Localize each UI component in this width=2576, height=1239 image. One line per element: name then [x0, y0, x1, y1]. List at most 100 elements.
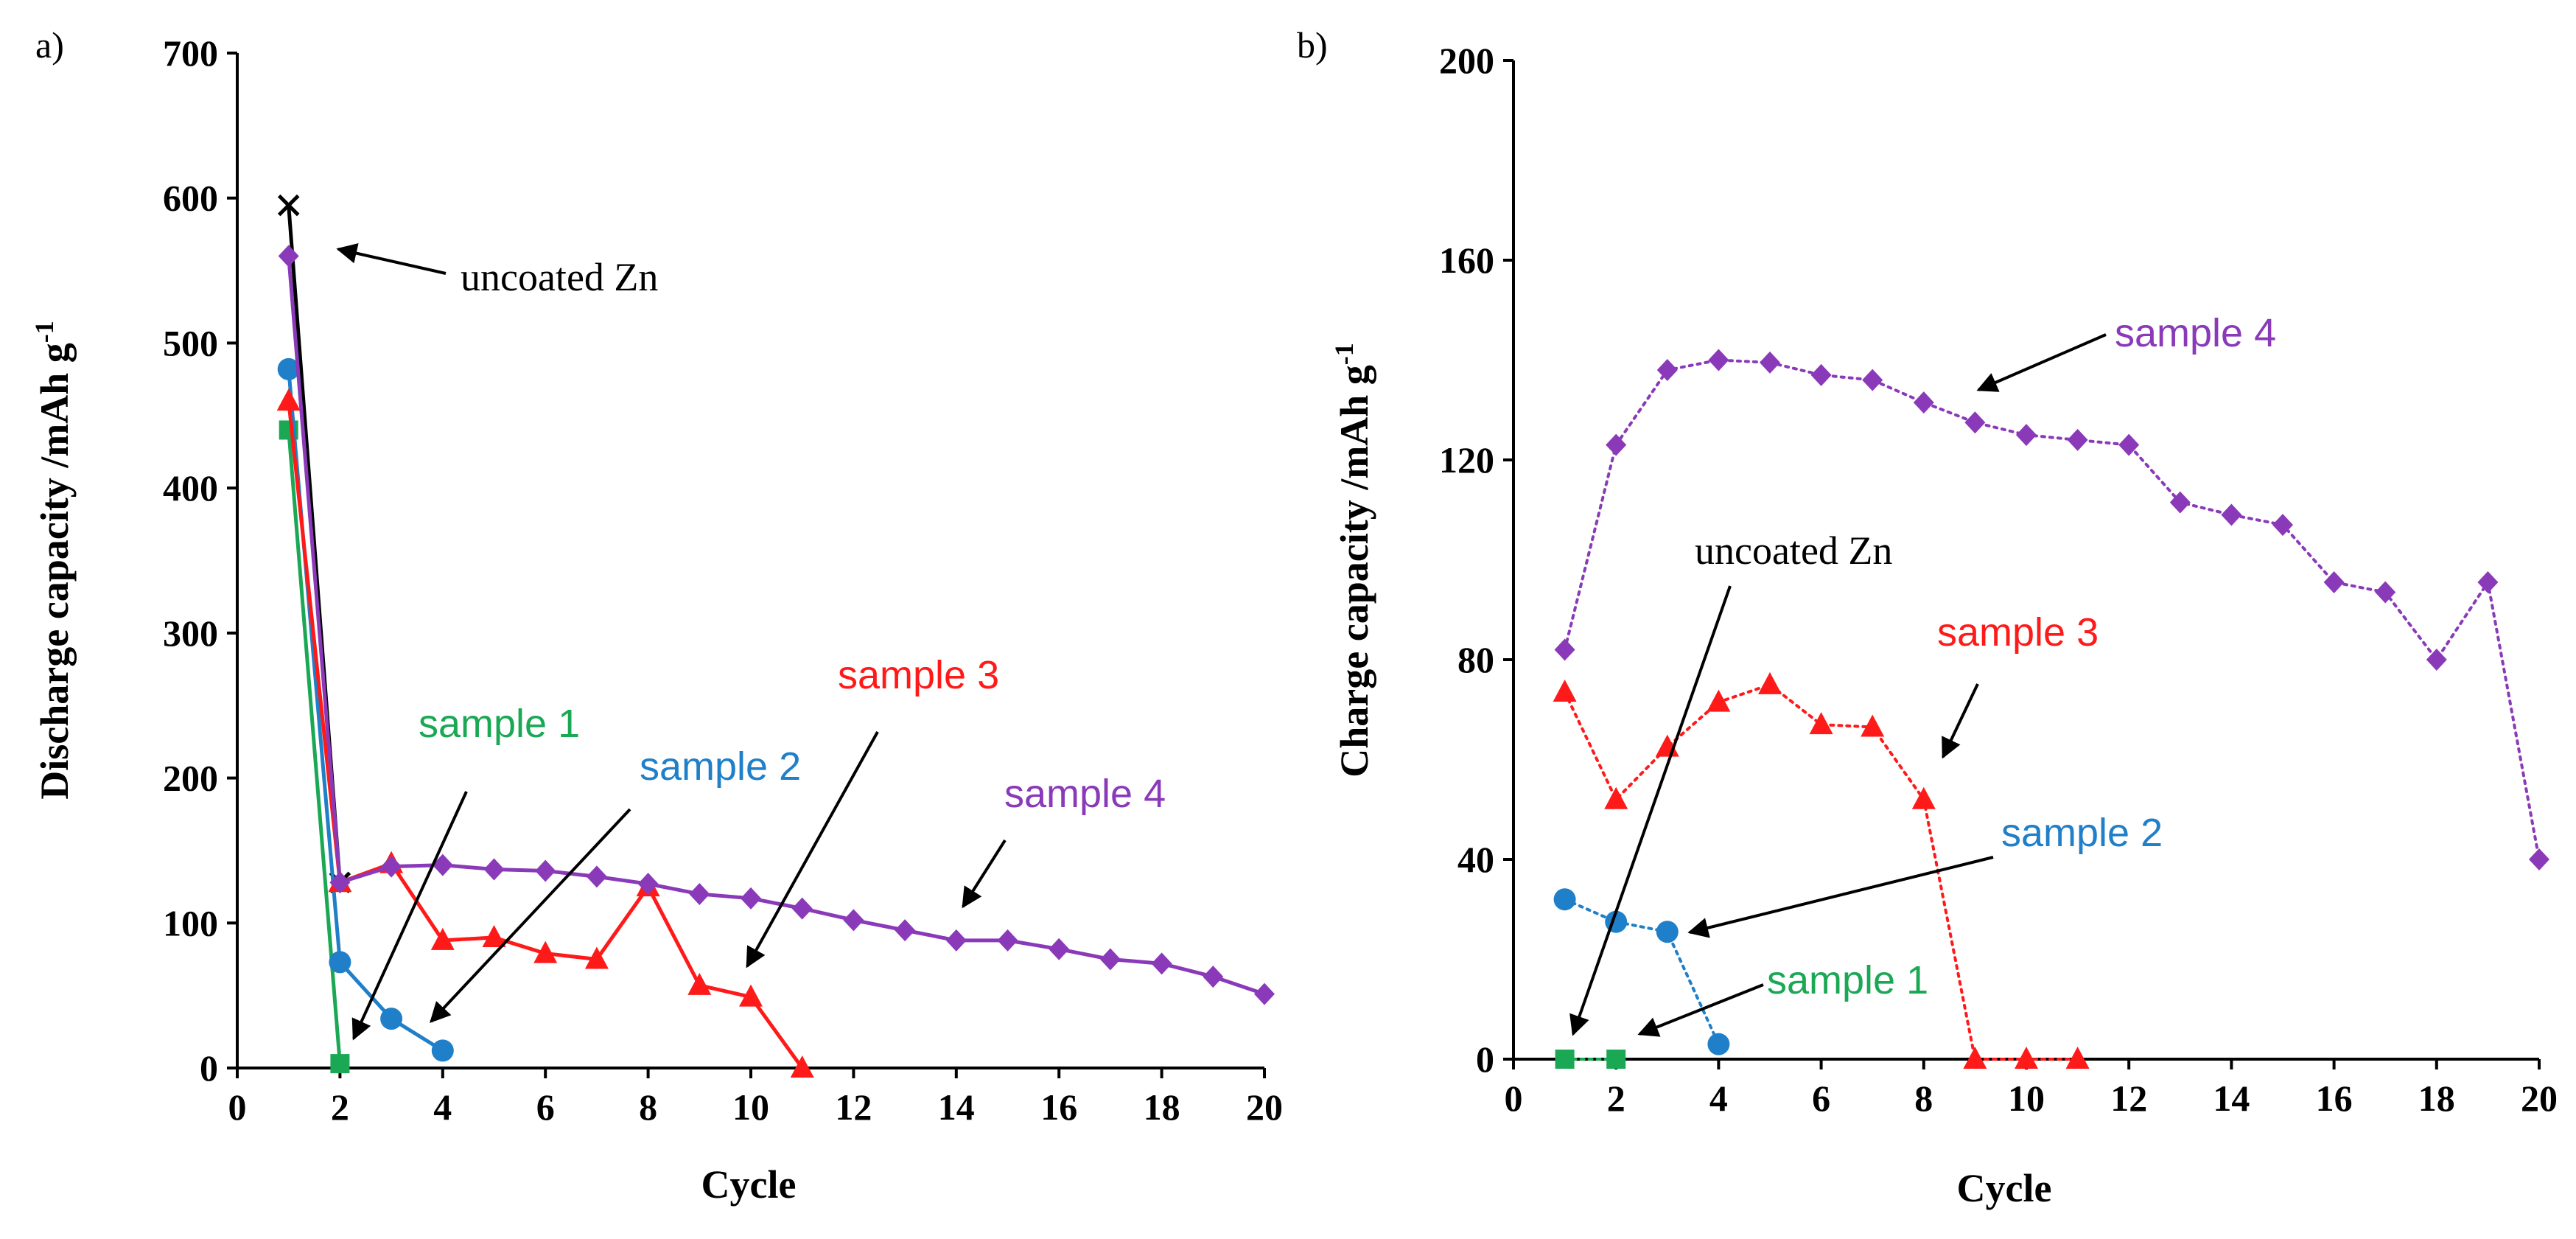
- annotation-label: sample 2: [640, 744, 801, 789]
- x-tick-label: 16: [1040, 1086, 1077, 1128]
- x-tick-label: 14: [2213, 1078, 2250, 1119]
- data-point-sample3: [1861, 714, 1885, 737]
- y-tick-label: 700: [163, 32, 218, 74]
- data-point-sample4: [1254, 983, 1275, 1005]
- data-point-sample2: [1656, 921, 1679, 943]
- annotation-label: sample 4: [1004, 772, 1166, 816]
- y-tick-label: 160: [1439, 240, 1494, 281]
- x-tick-label: 0: [228, 1086, 247, 1128]
- x-tick-label: 14: [938, 1086, 975, 1128]
- annotation-arrow: [351, 791, 468, 1041]
- y-axis-title: Discharge capacity /mAh g-1: [29, 321, 77, 799]
- data-point-sample4: [1760, 351, 1780, 374]
- data-point-sample4: [381, 855, 402, 878]
- data-point-sample2: [1707, 1033, 1730, 1055]
- data-point-sample3: [687, 972, 712, 995]
- data-point-sample3: [739, 984, 763, 1007]
- annotation-arrow: [1637, 983, 1764, 1037]
- data-point-sample4: [535, 859, 556, 882]
- annotation-sample1: sample 1: [1637, 958, 1928, 1037]
- y-tick-label: 300: [163, 612, 218, 654]
- x-tick-label: 18: [1144, 1086, 1180, 1128]
- y-tick-label: 40: [1457, 839, 1494, 880]
- annotation-sample4: sample 4: [962, 772, 1166, 909]
- annotation-label: sample 3: [838, 653, 999, 697]
- data-point-sample3: [533, 940, 558, 963]
- y-tick-label: 100: [163, 902, 218, 943]
- data-point-sample4: [483, 858, 505, 881]
- data-point-sample4: [637, 873, 659, 896]
- x-tick-label: 18: [2418, 1078, 2455, 1119]
- annotation-arrow: [962, 839, 1007, 909]
- data-point-sample4: [997, 929, 1018, 952]
- annotation-arrow: [1976, 333, 2107, 392]
- data-point-sample4: [2067, 428, 2088, 451]
- data-point-sample2: [431, 1039, 454, 1062]
- y-tick-label: 500: [163, 322, 218, 363]
- chart-panel-1: a) 0 100 200 300 400 500 600 700 0 2 4 6 8 10 12 14 16 18 2…: [29, 24, 1283, 1207]
- data-point-sample3: [2015, 1047, 2038, 1069]
- data-point-sample4: [586, 865, 607, 888]
- data-point-sample2: [380, 1008, 403, 1030]
- data-point-sample3: [1963, 1047, 1987, 1069]
- data-point-sample4: [2272, 514, 2293, 537]
- series-sample1: [1555, 1050, 1626, 1069]
- x-axis-title: Cycle: [701, 1162, 797, 1207]
- data-point-sample3: [1604, 786, 1628, 809]
- annotation-label: sample 4: [2115, 311, 2276, 355]
- data-point-sample4: [1964, 411, 1986, 434]
- annotation-uncoated: uncoated Zn: [336, 242, 658, 299]
- data-point-sample3: [1911, 786, 1936, 809]
- data-point-sample4: [2477, 570, 2499, 593]
- data-point-sample4: [329, 871, 351, 894]
- data-point-sample4: [1810, 363, 1832, 386]
- data-point-sample4: [2529, 848, 2549, 870]
- series-sample4: [1554, 349, 2549, 870]
- data-point-sample1: [1606, 1050, 1626, 1069]
- annotation-sample3: sample 3: [1937, 610, 2099, 759]
- data-point-sample4: [2016, 424, 2037, 447]
- annotation-label: sample 2: [2001, 811, 2163, 855]
- series-sample1: [279, 420, 350, 1074]
- data-point-sample3: [430, 927, 455, 950]
- data-point-sample3: [2065, 1047, 2090, 1069]
- x-tick-label: 20: [2521, 1078, 2558, 1119]
- y-tick-label: 400: [163, 467, 218, 509]
- series-sample4: [278, 245, 1275, 1005]
- data-point-sample4: [1606, 433, 1627, 456]
- annotation-sample1: sample 1: [351, 702, 580, 1041]
- data-point-sample4: [1554, 638, 1575, 661]
- annotation-sample4: sample 4: [1976, 311, 2276, 392]
- annotation-label: sample 1: [1767, 958, 1928, 1002]
- x-tick-label: 4: [1709, 1078, 1728, 1119]
- data-point-sample4: [1099, 948, 1121, 971]
- x-tick-label: 8: [1914, 1078, 1933, 1119]
- data-point-sample3: [1758, 671, 1782, 694]
- data-point-sample4: [1862, 369, 1883, 391]
- data-point-sample4: [2118, 433, 2140, 456]
- x-tick-label: 20: [1246, 1086, 1283, 1128]
- x-tick-label: 10: [732, 1086, 769, 1128]
- data-point-sample4: [689, 882, 710, 905]
- y-tick-label: 0: [1476, 1039, 1494, 1080]
- annotation-arrow: [746, 731, 879, 968]
- x-tick-label: 4: [433, 1086, 452, 1128]
- x-tick-label: 0: [1505, 1078, 1523, 1119]
- data-point-sample4: [2221, 503, 2242, 526]
- annotation-uncoated: uncoated Zn: [1569, 528, 1892, 1036]
- series-line-sample4: [287, 256, 1265, 997]
- series-sample2: [277, 357, 454, 1062]
- data-point-sample4: [1656, 359, 1678, 382]
- y-axis-title: Charge capacity /mAh g-1: [1329, 343, 1376, 777]
- y-tick-label: 200: [163, 758, 218, 799]
- annotation-label: uncoated Zn: [1695, 528, 1892, 573]
- series-sample3: [1553, 671, 2090, 1069]
- x-tick-label: 6: [536, 1086, 555, 1128]
- data-point-sample4: [432, 854, 453, 876]
- data-point-sample1: [1555, 1050, 1575, 1069]
- data-point-sample2: [329, 951, 351, 974]
- series-line-sample2: [287, 369, 444, 1053]
- y-tick-label: 120: [1439, 439, 1494, 481]
